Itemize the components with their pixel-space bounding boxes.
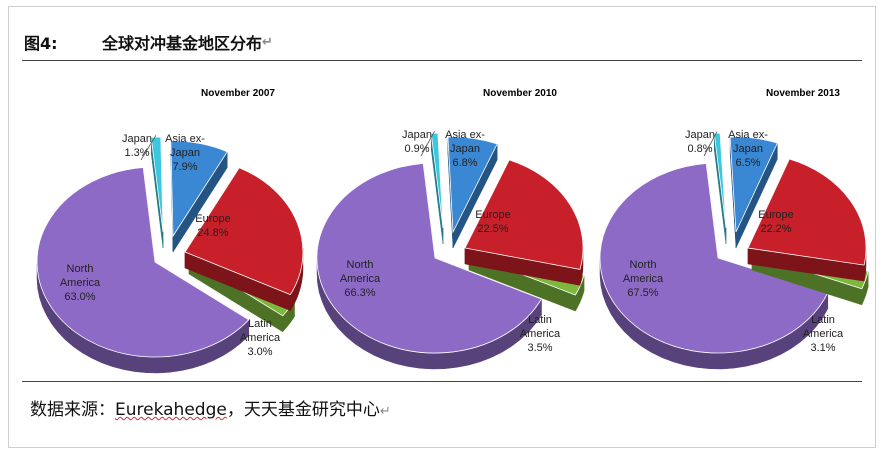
slice-label: Asia ex- [445, 129, 485, 141]
pie-slice-north-america [599, 163, 829, 354]
leader-line [703, 131, 718, 157]
slice-label: 7.9% [172, 161, 197, 173]
pie-chart-3: November 2013 North America 67.5% Latin Ameri… [599, 88, 869, 370]
slice-label: North [630, 259, 657, 271]
slice-label: Latin [248, 318, 272, 330]
slice-label: Asia ex- [165, 133, 205, 145]
pie-slice-asia-ex-japan [729, 136, 778, 233]
slice-label: 66.3% [344, 287, 375, 299]
pie-chart-1: November 2007 North America 63.0% Latin Ameri… [36, 88, 304, 374]
slice-label: Japan [733, 143, 763, 155]
pie-slice-japan [430, 132, 444, 229]
slice-label: Japan [450, 143, 480, 155]
slice-label: America [60, 277, 101, 289]
slice-label: America [803, 328, 844, 340]
slice-label: Asia ex- [728, 129, 768, 141]
slice-label: 3.1% [810, 342, 835, 354]
slice-label: 22.5% [477, 223, 508, 235]
slice-label: Japan [170, 147, 200, 159]
slice-label: 24.8% [197, 227, 228, 239]
slice-label: 0.9% [404, 143, 429, 155]
pie-slice-japan [150, 136, 164, 233]
slice-label: America [623, 273, 664, 285]
source-suffix: ，天天基金研究中心 [226, 400, 380, 420]
slice-label: 22.2% [760, 223, 791, 235]
source-prefix: 数据来源： [30, 400, 115, 420]
slice-label: 0.8% [687, 143, 712, 155]
source-org: Eurekahedge [115, 400, 227, 420]
pie-chart-2: November 2010 North America 66.3% Latin Ameri… [316, 88, 585, 370]
slice-label: 3.0% [247, 346, 272, 358]
source-note: 数据来源：Eurekahedge，天天基金研究中心↵ [30, 395, 391, 420]
pie-slice-north-america [36, 167, 250, 358]
slice-label: 6.5% [735, 157, 760, 169]
slice-label: North [67, 263, 94, 275]
paragraph-mark-icon: ↵ [379, 404, 391, 419]
pie-slice-asia-ex-japan [447, 136, 498, 234]
pie-slice-europe [184, 167, 304, 296]
paragraph-mark-icon: ↵ [262, 34, 273, 50]
figure-number: 图4: [24, 34, 58, 53]
slice-label: 67.5% [627, 287, 658, 299]
slice-label: Latin [528, 314, 552, 326]
slice-label: Europe [195, 213, 230, 225]
figure-title-row: 图4: 全球对冲基金地区分布 ↵ [24, 30, 273, 54]
slice-label: North [347, 259, 374, 271]
slice-label: 1.3% [124, 147, 149, 159]
pie-slice-europe [464, 159, 584, 270]
top-rule [22, 60, 862, 61]
slice-label: Latin [811, 314, 835, 326]
slice-label: America [240, 332, 281, 344]
pie-slice-asia-ex-japan [170, 140, 228, 238]
chart-title: November 2013 [766, 88, 840, 99]
slice-label: Europe [475, 209, 510, 221]
pie-slice-japan [713, 132, 727, 229]
slice-label: America [340, 273, 381, 285]
slice-label: 6.8% [452, 157, 477, 169]
slice-label: Europe [758, 209, 793, 221]
pie-slice-europe [747, 158, 867, 266]
chart-title: November 2010 [483, 88, 557, 99]
leader-line [140, 134, 157, 161]
figure-title: 全球对冲基金地区分布 [102, 34, 263, 53]
leader-line [420, 131, 435, 157]
slice-label: America [520, 328, 561, 340]
slice-label: 3.5% [527, 342, 552, 354]
pie-slice-north-america [316, 163, 542, 354]
slice-label: Japan [685, 129, 715, 141]
slice-label: 63.0% [64, 291, 95, 303]
slice-label: Japan [402, 129, 432, 141]
slice-label: Japan [122, 133, 152, 145]
bottom-rule [22, 381, 862, 382]
chart-title: November 2007 [201, 88, 275, 99]
